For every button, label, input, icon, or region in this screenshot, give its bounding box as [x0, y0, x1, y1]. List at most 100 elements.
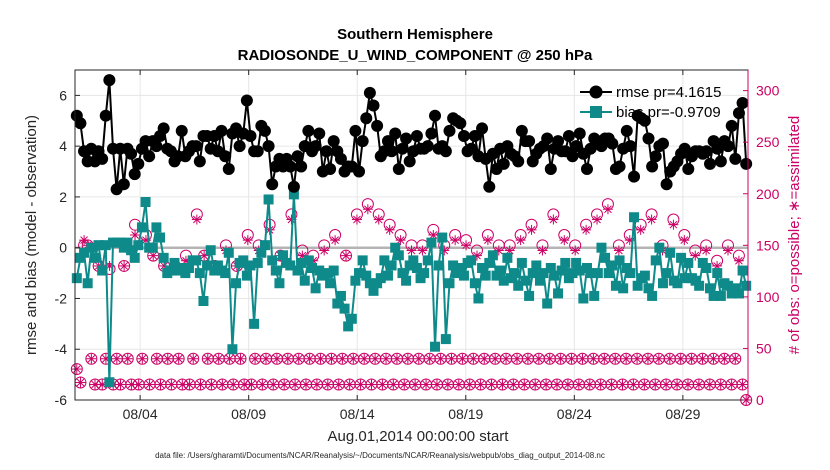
rmse-point: [99, 109, 112, 122]
data-file-footnote: data file: /Users/gharamti/Documents/NCA…: [155, 451, 605, 460]
rmse-point: [215, 124, 228, 137]
rmse-point: [313, 127, 326, 140]
assimilated-obs-stroke: [553, 380, 561, 389]
bias-point: [524, 290, 535, 301]
assimilated-obs-stroke: [353, 215, 361, 224]
assimilated-obs-stroke: [294, 354, 303, 363]
assimilated-obs-marker: [235, 353, 246, 364]
assimilated-obs-marker: [184, 379, 195, 390]
bias-point: [147, 242, 158, 253]
assimilated-obs-stroke: [676, 354, 685, 363]
bias-point: [574, 265, 585, 276]
bias-point: [136, 222, 147, 233]
bias-point: [411, 263, 422, 273]
assimilated-obs-stroke: [524, 354, 532, 363]
assimilated-obs-marker: [79, 235, 90, 246]
bias-point: [643, 283, 654, 294]
bias-point: [314, 265, 325, 276]
assimilated-obs-stroke: [323, 380, 332, 389]
bias-point: [538, 268, 549, 279]
bias-point: [115, 237, 126, 248]
assimilated-obs-stroke: [698, 354, 707, 363]
assimilated-obs-marker: [282, 353, 293, 364]
rmse-point: [584, 142, 597, 155]
assimilated-obs-marker: [402, 353, 413, 364]
bias-point: [169, 257, 180, 268]
assimilated-obs-marker: [271, 353, 282, 364]
bias-point: [241, 270, 252, 281]
assimilated-obs-stroke: [243, 236, 252, 245]
rmse-point: [349, 124, 362, 137]
assimilated-obs-stroke: [189, 354, 198, 363]
assimilated-obs-marker: [315, 353, 326, 364]
assimilated-obs-marker: [337, 353, 348, 364]
rmse-point: [512, 155, 525, 168]
bias-point: [155, 232, 166, 243]
assimilated-obs-stroke: [400, 380, 409, 389]
bias-point: [585, 268, 596, 279]
assimilated-obs-stroke: [520, 380, 529, 389]
assimilated-obs-stroke: [738, 380, 747, 389]
assimilated-obs-marker: [151, 353, 162, 364]
assimilated-obs-stroke: [251, 354, 259, 363]
assimilated-obs-marker: [311, 379, 322, 390]
assimilated-obs-marker: [570, 245, 581, 256]
x-axis-label: Aug.01,2014 00:00:00 start: [328, 428, 510, 445]
bias-point: [632, 280, 643, 291]
assimilated-obs-stroke: [727, 380, 736, 389]
bias-point: [596, 242, 607, 253]
assimilated-obs-marker: [650, 379, 661, 390]
assimilated-obs-stroke: [305, 354, 314, 363]
obs-count-series: [70, 198, 753, 406]
assimilated-obs-stroke: [160, 262, 168, 270]
assimilated-obs-marker: [173, 353, 184, 364]
bias-point: [299, 275, 310, 286]
assimilated-obs-stroke: [705, 380, 714, 389]
assimilated-obs-stroke: [516, 236, 525, 245]
assimilated-obs-marker: [668, 219, 679, 230]
assimilated-obs-marker: [293, 353, 304, 364]
assimilated-obs-marker: [126, 379, 137, 390]
bias-point: [285, 260, 296, 271]
bias-point: [639, 270, 650, 281]
assimilated-obs-marker: [410, 379, 421, 390]
y-left-tick-label: 4: [59, 138, 67, 154]
rmse-point: [714, 155, 727, 168]
assimilated-obs-marker: [268, 379, 279, 390]
assimilated-obs-stroke: [327, 354, 336, 363]
possible-obs-marker: [136, 352, 149, 365]
bias-point: [227, 344, 238, 355]
bias-point: [451, 268, 462, 279]
assimilated-obs-stroke: [116, 380, 125, 389]
bias-point: [346, 313, 357, 324]
bias-point: [545, 263, 556, 273]
bias-point: [506, 273, 517, 284]
assimilated-obs-marker: [653, 353, 664, 364]
bias-point: [79, 247, 90, 258]
assimilated-obs-stroke: [345, 380, 354, 389]
assimilated-obs-stroke: [76, 378, 85, 387]
assimilated-obs-stroke: [302, 380, 310, 389]
bias-point: [180, 268, 191, 279]
bias-point: [259, 240, 270, 251]
bias-point: [466, 255, 477, 266]
assimilated-obs-stroke: [425, 354, 434, 363]
bias-point: [165, 265, 176, 276]
assimilated-obs-stroke: [542, 380, 550, 389]
assimilated-obs-marker: [457, 353, 468, 364]
assimilated-obs-marker: [86, 353, 97, 364]
assimilated-obs-stroke: [149, 251, 158, 260]
assimilated-obs-stroke: [258, 380, 267, 389]
assimilated-obs-stroke: [207, 380, 216, 389]
rmse-point: [244, 130, 257, 142]
assimilated-obs-stroke: [600, 354, 609, 363]
rmse-point: [566, 150, 579, 163]
rmse-point: [400, 132, 413, 145]
bias-point: [390, 242, 401, 253]
assimilated-obs-stroke: [636, 225, 645, 234]
bias-point: [650, 255, 661, 266]
bias-point: [697, 257, 708, 268]
assimilated-obs-stroke: [283, 354, 292, 363]
assimilated-obs-marker: [464, 379, 475, 390]
assimilated-obs-stroke: [702, 246, 711, 255]
